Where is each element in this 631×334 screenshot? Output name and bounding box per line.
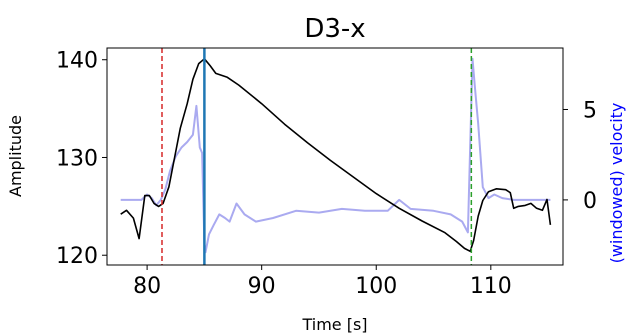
y-tick-label: 130	[56, 146, 98, 171]
x-tick-label: 80	[133, 274, 161, 299]
axes: 80 90 100 110 120 130 140 0 5	[56, 49, 597, 299]
x-axis-label: Time [s]	[301, 315, 367, 334]
chart-title: D3-x	[304, 14, 365, 44]
x-tick-label: 100	[355, 274, 397, 299]
y-tick-label: 120	[56, 244, 98, 269]
y2-axis-label: (windowed) velocity	[607, 103, 626, 264]
x-tick-label: 110	[470, 274, 512, 299]
series-layer	[120, 57, 552, 254]
velocity-line	[120, 57, 551, 254]
marker-lines	[161, 48, 473, 265]
y-tick-label: 140	[56, 49, 98, 74]
y2-tick-label: 5	[583, 98, 597, 123]
amplitude-line	[120, 57, 552, 253]
y-axis-label: Amplitude	[6, 115, 25, 197]
x-tick-label: 90	[248, 274, 276, 299]
y2-tick-label: 0	[583, 189, 597, 214]
plot-frame	[106, 47, 564, 266]
